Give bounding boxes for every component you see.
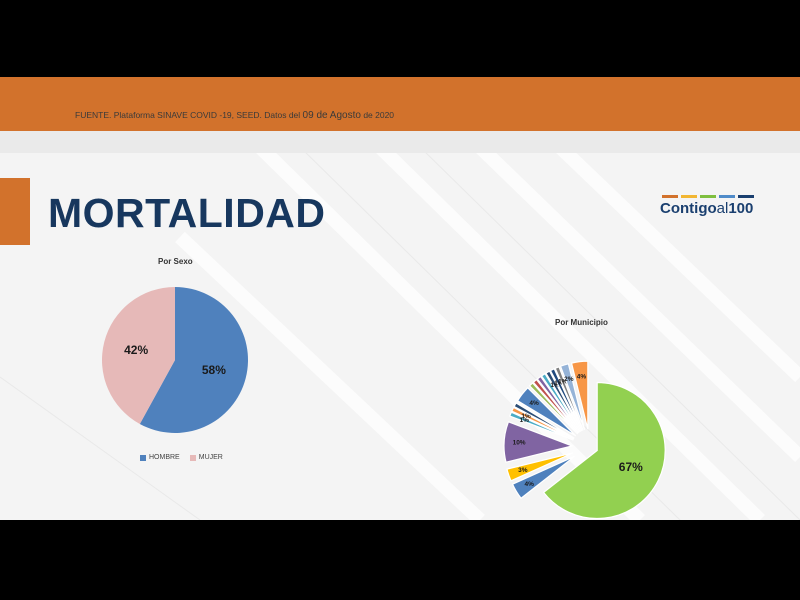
logo-text: Contigoal100 xyxy=(660,200,754,217)
data-label-mujer: 42% xyxy=(124,343,148,357)
pie-slice-municipio-9 xyxy=(532,378,579,434)
data-label-municipio-14: 1% xyxy=(558,378,568,385)
pie-slice-municipio-4 xyxy=(509,411,574,441)
legend-swatch-mujer xyxy=(189,454,196,461)
data-label-municipio-3: 10% xyxy=(513,440,526,447)
data-label-municipio-2: 3% xyxy=(518,467,528,474)
data-label-municipio-4: 1% xyxy=(520,417,530,424)
pie-slice-municipio-11 xyxy=(540,372,581,433)
pie-slice-municipio-7 xyxy=(516,386,577,437)
logo-bar xyxy=(738,195,754,198)
brand-logo: Contigoal100 xyxy=(660,195,754,217)
legend-sexo: HOMBRE MUJER xyxy=(140,454,223,461)
logo-bar xyxy=(662,195,678,198)
data-label-municipio-1: 4% xyxy=(525,481,535,488)
logo-bar xyxy=(681,195,697,198)
pie-slice-municipio-6 xyxy=(513,402,575,439)
source-date: 09 de Agosto xyxy=(302,110,361,121)
page-title: MORTALIDAD xyxy=(48,190,326,236)
pie-slice-municipio-5 xyxy=(511,406,575,440)
chart-title-municipio: Por Municipio xyxy=(555,318,608,327)
title-accent-bar xyxy=(0,178,30,245)
slide: FUENTE. Plataforma SINAVE COVID -19, SEE… xyxy=(0,77,800,520)
pie-slice-municipio-1 xyxy=(511,455,575,500)
data-label-municipio-13: 1% xyxy=(554,380,564,387)
pie-slice-municipio-8 xyxy=(528,382,579,435)
pie-slice-municipio-0 xyxy=(542,381,666,520)
data-label-municipio-0: 67% xyxy=(619,460,643,474)
logo-color-bars xyxy=(662,195,754,198)
legend-item-hombre: HOMBRE xyxy=(140,454,180,461)
data-label-municipio-5: 1% xyxy=(521,413,531,420)
legend-item-mujer: MUJER xyxy=(189,454,223,461)
pie-slice-mujer xyxy=(102,287,175,424)
pie-slice-municipio-10 xyxy=(536,375,580,433)
chart-title-sexo: Por Sexo xyxy=(158,257,193,266)
data-label-municipio-7: 4% xyxy=(529,400,539,407)
header-band: FUENTE. Plataforma SINAVE COVID -19, SEE… xyxy=(0,77,800,131)
pie-chart-municipio: 67%4%3%10%1%1%4%1%1%1%2% 4% xyxy=(503,360,666,520)
pie-slice-municipio-2 xyxy=(506,452,574,482)
source-text: FUENTE. Plataforma SINAVE COVID -19, SEE… xyxy=(75,110,395,121)
pie-slice-municipio-15 xyxy=(559,363,586,431)
pie-slice-hombre xyxy=(139,287,248,433)
pie-slice-municipio-16 xyxy=(570,360,589,430)
pie-slice-municipio-13 xyxy=(549,368,583,432)
data-label-municipio-16: 4% xyxy=(577,373,587,380)
subheader-band xyxy=(0,131,800,153)
data-label-municipio-15: 2% xyxy=(564,376,574,383)
pie-slice-municipio-14 xyxy=(554,366,584,431)
data-label-hombre: 58% xyxy=(202,363,226,377)
logo-bar xyxy=(700,195,716,198)
data-label-municipio-12: 1% xyxy=(550,382,560,389)
pie-chart-sexo: 58% 42% xyxy=(102,287,248,433)
pie-slice-municipio-12 xyxy=(545,370,582,432)
background-diagonals xyxy=(0,141,800,520)
logo-bar xyxy=(719,195,735,198)
pie-slice-municipio-3 xyxy=(503,421,575,463)
legend-swatch-hombre xyxy=(140,454,146,461)
